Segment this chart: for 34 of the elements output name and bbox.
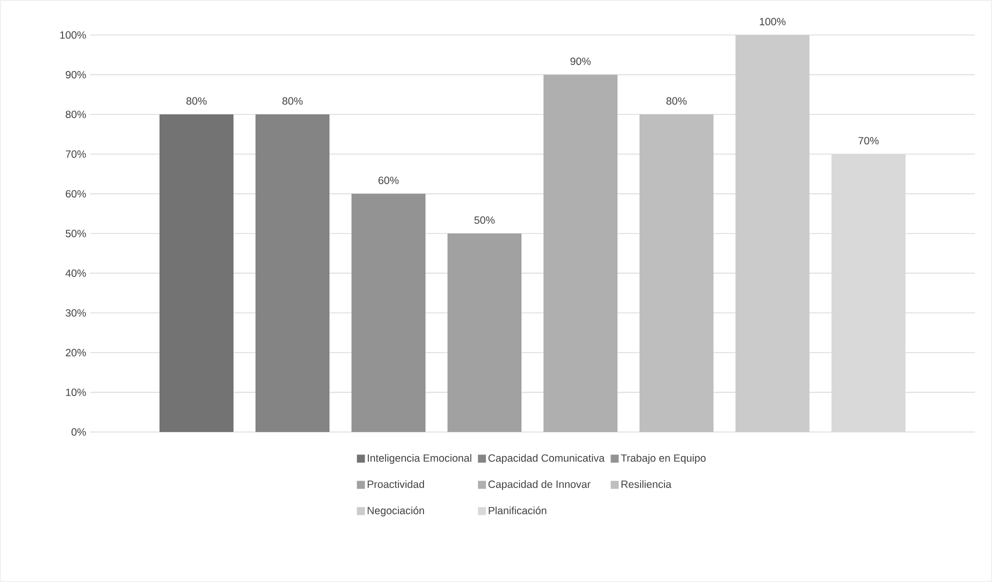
y-tick-label: 60% (66, 190, 86, 198)
legend-label: Planificación (488, 506, 546, 514)
legend-label: Capacidad Comunicativa (488, 454, 605, 464)
bar (448, 234, 522, 432)
bar (544, 74, 618, 432)
bar (256, 114, 330, 432)
y-tick-label: 50% (66, 230, 86, 238)
legend-label: Inteligencia Emocional (368, 454, 472, 464)
y-tick-label: 30% (66, 309, 86, 317)
data-label: 80% (282, 97, 303, 105)
data-label: 60% (378, 176, 399, 184)
data-label: 80% (186, 97, 207, 105)
data-label: 70% (858, 136, 879, 144)
bar (352, 194, 426, 432)
y-tick-label: 0% (72, 428, 86, 436)
legend-label: Negociación (368, 506, 424, 516)
data-label: 80% (666, 97, 687, 105)
legend-label: Trabajo en Equipo (620, 454, 706, 464)
y-tick-label: 40% (66, 269, 86, 277)
y-tick-label: 80% (66, 110, 86, 118)
y-tick-label: 20% (66, 348, 86, 356)
data-label: 50% (474, 216, 495, 224)
bar (736, 35, 810, 432)
legend-label: Proactividad (368, 480, 424, 488)
y-tick-label: 90% (66, 70, 86, 78)
y-tick-label: 100% (60, 31, 86, 39)
y-tick-label: 10% (66, 388, 86, 396)
bar (640, 114, 714, 432)
bar (160, 114, 234, 432)
data-label: 90% (570, 58, 591, 66)
legend-label: Capacidad de Innovar (488, 480, 590, 490)
data-label: 100% (760, 18, 786, 26)
legend-label: Resiliencia (622, 480, 672, 488)
y-tick-label: 70% (66, 150, 86, 158)
